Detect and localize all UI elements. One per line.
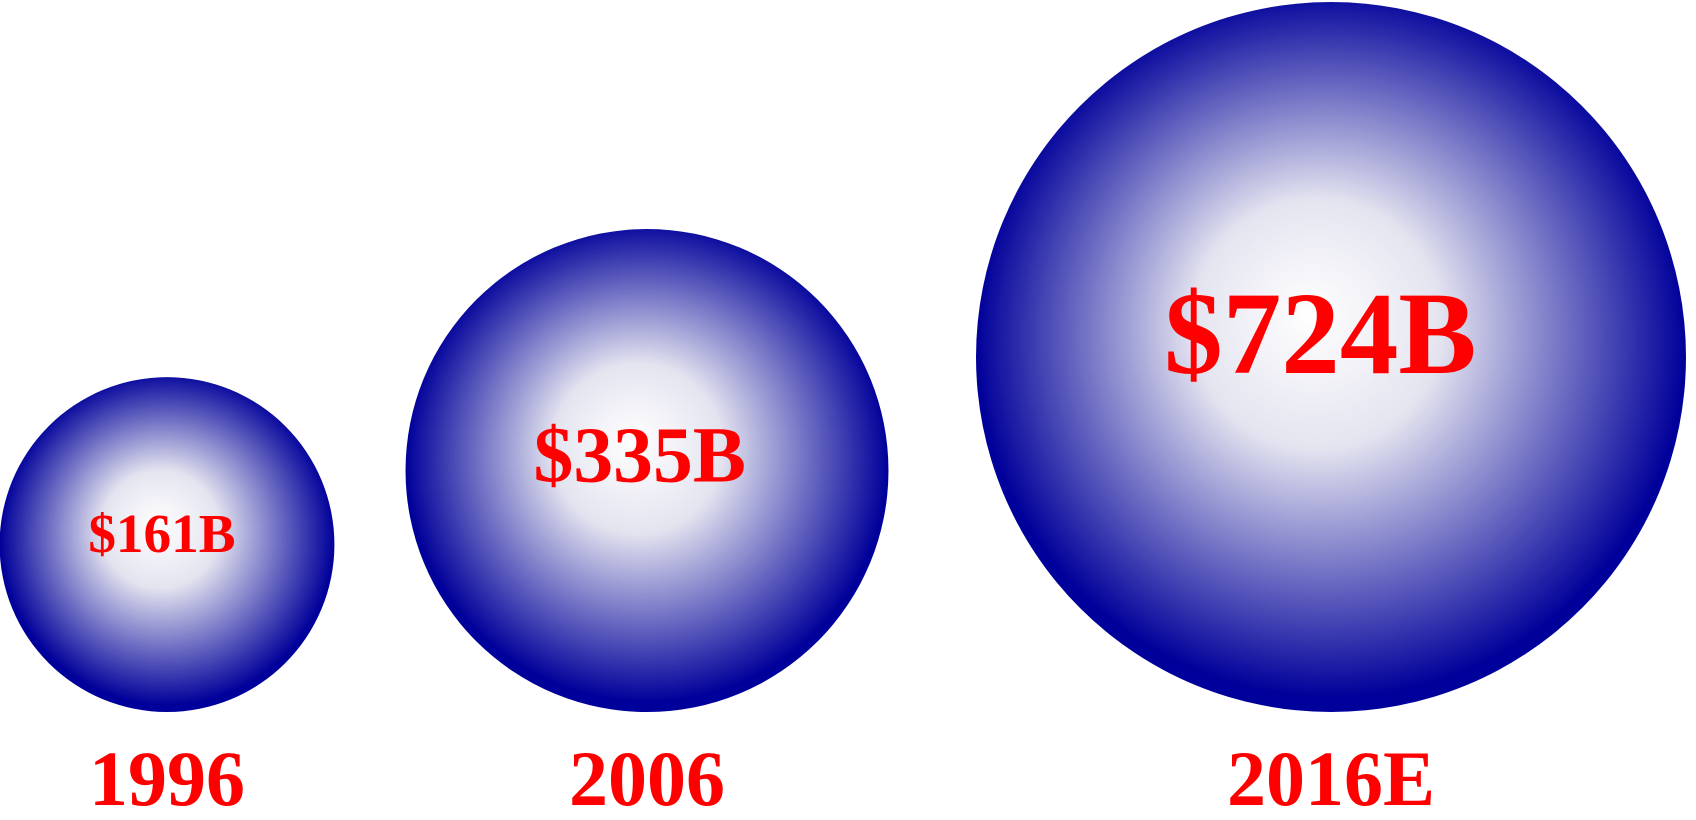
bubble <box>405 229 889 712</box>
value-label: $724B <box>1164 270 1476 399</box>
category-label: 1996 <box>89 735 245 820</box>
bubble <box>976 2 1686 712</box>
value-label: $161B <box>88 503 235 564</box>
value-label: $335B <box>534 412 746 500</box>
category-label: 2006 <box>569 735 725 820</box>
bubble <box>0 377 335 712</box>
category-label: 2016E <box>1227 735 1435 820</box>
